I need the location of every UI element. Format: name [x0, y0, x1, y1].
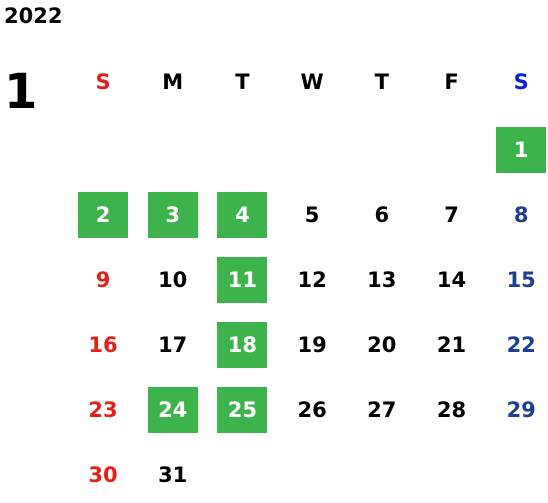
day-highlighted: 3: [147, 192, 198, 238]
day: 17: [158, 333, 188, 357]
day-highlighted: 1: [496, 127, 547, 173]
day-highlighted: 18: [217, 322, 268, 368]
day: 10: [158, 268, 188, 292]
day: 16: [88, 333, 118, 357]
month: 1: [4, 64, 38, 120]
day: 19: [297, 333, 327, 357]
day: 14: [436, 268, 467, 292]
weekday-header: T: [374, 70, 389, 94]
day-highlighted: 24: [147, 387, 198, 433]
day-highlighted: 11: [217, 257, 268, 303]
day: 8: [513, 203, 529, 227]
weekday-header: F: [444, 70, 459, 94]
day-highlighted: 4: [217, 192, 268, 238]
day: 5: [304, 203, 320, 227]
day: 26: [297, 398, 327, 422]
day: 7: [444, 203, 459, 227]
weekday-header: S: [513, 70, 529, 94]
weekday-header: T: [235, 70, 250, 94]
day: 31: [158, 463, 188, 487]
day: 15: [506, 268, 536, 292]
day: 27: [367, 398, 397, 422]
day: 29: [506, 398, 536, 422]
day-highlighted: 2: [78, 192, 128, 238]
day: 28: [436, 398, 467, 422]
weekday-header: M: [162, 70, 184, 94]
day: 6: [374, 203, 390, 227]
day: 22: [506, 333, 536, 357]
day: 20: [367, 333, 397, 357]
year: 2022: [4, 4, 63, 28]
weekday-header: S: [95, 70, 111, 94]
day: 21: [436, 333, 467, 357]
day: 23: [88, 398, 118, 422]
day: 9: [95, 268, 111, 292]
day: 30: [88, 463, 118, 487]
day: 12: [297, 268, 327, 292]
day-highlighted: 25: [217, 387, 268, 433]
day: 13: [367, 268, 397, 292]
weekday-header: W: [300, 70, 324, 94]
